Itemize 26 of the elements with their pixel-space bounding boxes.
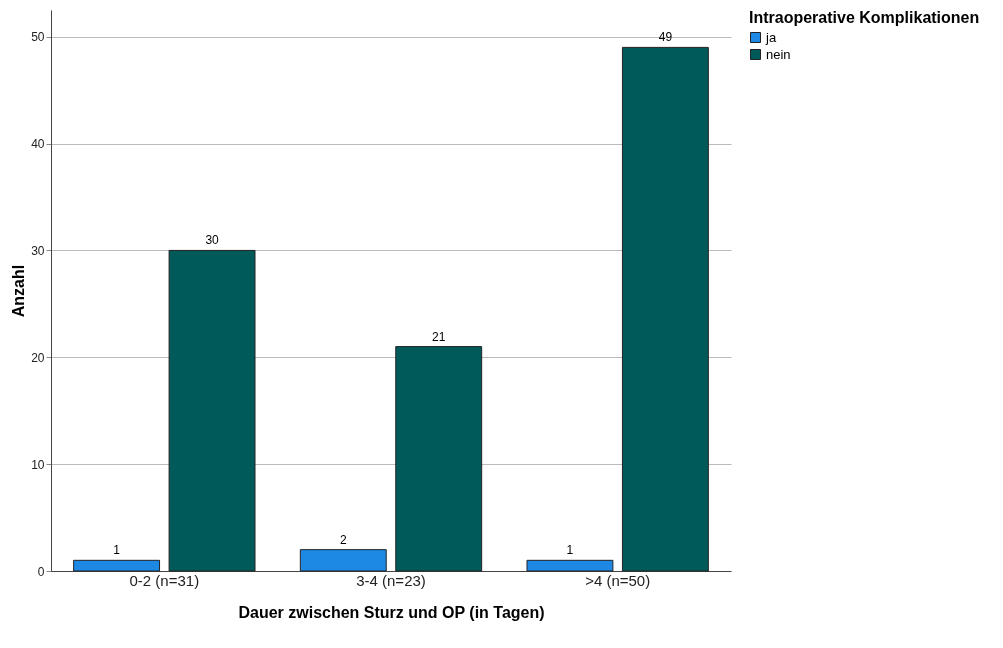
x-axis-title: Dauer zwischen Sturz und OP (in Tagen) bbox=[238, 603, 545, 621]
data-label: 1 bbox=[113, 543, 121, 558]
x-tick-label: 3-4 (n=23) bbox=[356, 571, 426, 589]
bar bbox=[526, 559, 614, 572]
x-tick-label: >4 (n=50) bbox=[585, 571, 651, 589]
y-axis-title: Anzahl bbox=[10, 264, 28, 318]
data-label: 30 bbox=[205, 233, 220, 248]
y-tick-label: 30 bbox=[31, 243, 45, 258]
y-tick-label: 0 bbox=[37, 564, 45, 579]
bar bbox=[73, 559, 161, 572]
data-label: 21 bbox=[432, 329, 446, 344]
y-tick-label: 20 bbox=[31, 350, 45, 365]
data-label: 2 bbox=[339, 532, 347, 547]
legend-title: Intraoperative Komplikationen bbox=[749, 9, 980, 26]
data-label: 49 bbox=[658, 30, 673, 45]
y-tick-label: 40 bbox=[31, 137, 45, 152]
legend-label: ja bbox=[765, 29, 777, 45]
bar bbox=[621, 46, 709, 572]
legend-label: nein bbox=[766, 46, 791, 62]
y-tick-label: 50 bbox=[31, 30, 45, 45]
bar bbox=[395, 346, 483, 572]
x-tick-label: 0-2 (n=31) bbox=[129, 571, 200, 589]
bar bbox=[168, 249, 256, 572]
bar bbox=[299, 549, 387, 572]
data-label: 1 bbox=[566, 543, 574, 558]
y-tick-label: 10 bbox=[31, 457, 45, 472]
